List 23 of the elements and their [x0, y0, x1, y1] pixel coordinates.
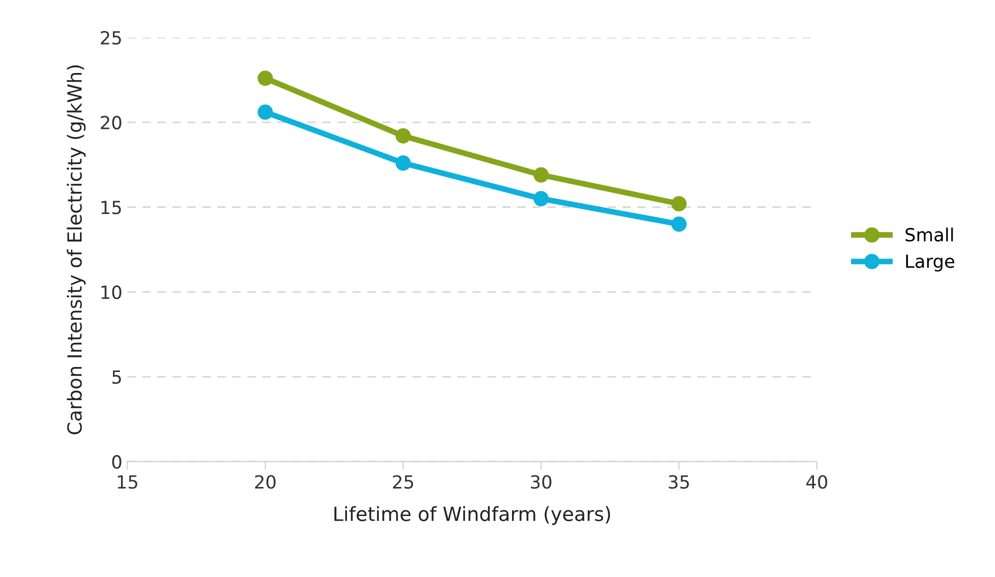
- point: [258, 70, 273, 86]
- x-tick-label: 40: [806, 475, 828, 489]
- legend-label: Small: [906, 228, 953, 242]
- x-tick-label: 35: [668, 475, 689, 489]
- point: [671, 196, 687, 212]
- x-tick-label: 25: [393, 475, 414, 489]
- legend-label: Large: [906, 254, 954, 272]
- point: [533, 167, 549, 183]
- y-tick-label: 5: [112, 370, 121, 384]
- x-axis-title: Lifetime of Windfarm (years): [334, 506, 610, 525]
- x-tick-label: 20: [255, 475, 276, 489]
- point: [258, 104, 273, 120]
- y-tick-label: 10: [102, 285, 122, 300]
- x-tick-label: 30: [530, 475, 552, 489]
- y-tick-label: 15: [102, 200, 121, 214]
- point: [533, 191, 549, 206]
- y-axis-title: Carbon Intensity of Electricity (g/kWh): [66, 65, 86, 434]
- point: [671, 216, 687, 232]
- y-tick-label: 25: [100, 30, 121, 45]
- y-tick-label: 20: [100, 116, 122, 130]
- point: [396, 128, 411, 144]
- point: [396, 155, 411, 171]
- y-tick-label: 0: [112, 455, 122, 469]
